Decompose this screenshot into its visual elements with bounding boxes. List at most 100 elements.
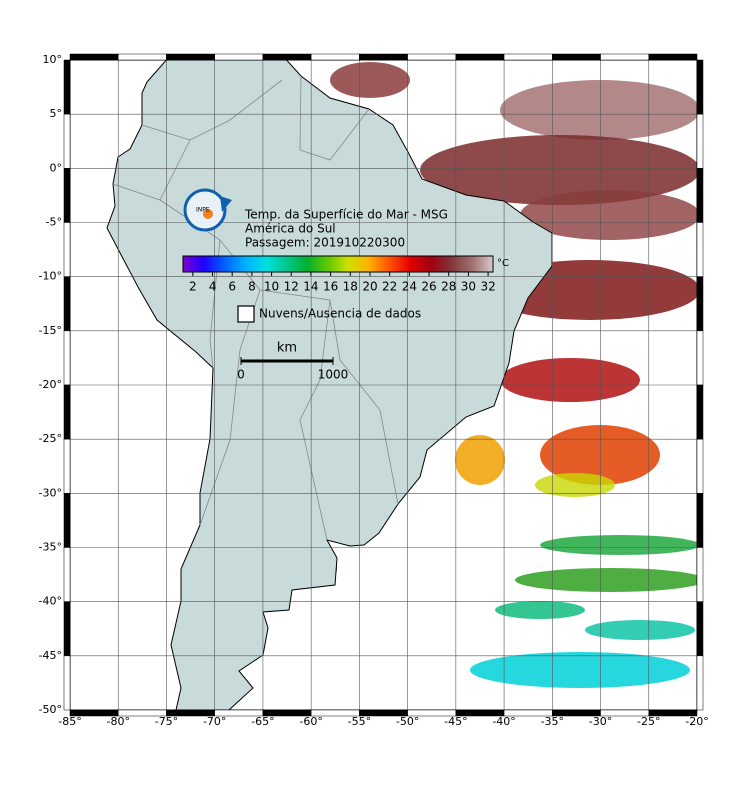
title: Temp. da Superfície do Mar - MSG bbox=[244, 208, 448, 222]
frame-segment bbox=[214, 53, 264, 61]
lon-tick-label: -60° bbox=[299, 715, 322, 728]
frame-segment bbox=[600, 53, 650, 61]
borders bbox=[112, 75, 399, 541]
frame-segment bbox=[63, 601, 71, 657]
colorbar-tick-label: 6 bbox=[228, 280, 236, 294]
lat-tick-label: -50° bbox=[39, 703, 62, 716]
colorbar-tick-label: 18 bbox=[343, 280, 358, 294]
lon-tick-label: -25° bbox=[637, 715, 660, 728]
ticks: -85° -80° -75° -70° -65° -60° -55° -50° -45° -40°… bbox=[39, 53, 709, 728]
scale-tick-label: 0 bbox=[237, 368, 245, 382]
colorbar-tick-label: 4 bbox=[209, 280, 217, 294]
lat-tick-label: -35° bbox=[39, 541, 62, 554]
frame-segment bbox=[696, 655, 704, 711]
map-area bbox=[70, 60, 697, 710]
lat-tick-label: -20° bbox=[39, 378, 62, 391]
lat-tick-label: -25° bbox=[39, 432, 62, 445]
frame-segment bbox=[63, 384, 71, 440]
colorbar-tick-label: 30 bbox=[461, 280, 476, 294]
logo: INPE bbox=[183, 188, 232, 232]
lon-tick-label: -40° bbox=[492, 715, 515, 728]
frame-segment bbox=[63, 547, 71, 602]
lat-tick-label: -5° bbox=[46, 216, 62, 229]
frame-segment bbox=[696, 330, 704, 386]
colorbar-tick-label: 14 bbox=[303, 280, 318, 294]
frame-segment bbox=[63, 438, 71, 494]
colorbar-tick-label: 12 bbox=[284, 280, 299, 294]
subtitle: América do Sul bbox=[245, 222, 336, 236]
logo-text: INPE bbox=[196, 207, 210, 214]
lon-tick-label: -80° bbox=[106, 715, 129, 728]
frame-segment bbox=[63, 655, 71, 711]
frame-segment bbox=[696, 168, 704, 223]
cloud-swatch bbox=[237, 305, 255, 323]
pass-time: Passagem: 201910220300 bbox=[245, 236, 405, 250]
frame-segment bbox=[63, 59, 71, 115]
frame-segment bbox=[503, 53, 553, 61]
frame-segment bbox=[262, 53, 312, 61]
frame-segment bbox=[696, 276, 704, 332]
colorbar-tick-label: 2 bbox=[189, 280, 197, 294]
scale-tick-label: 1000 bbox=[318, 368, 349, 382]
frame-segment bbox=[455, 53, 505, 61]
colorbar-tick-label: 20 bbox=[362, 280, 377, 294]
frame-segment bbox=[63, 222, 71, 277]
lon-tick-label: -50° bbox=[396, 715, 419, 728]
colorbar-tick-label: 26 bbox=[421, 280, 436, 294]
lon-tick-label: -30° bbox=[589, 715, 612, 728]
lat-tick-label: -10° bbox=[39, 270, 62, 283]
frame-segment bbox=[63, 113, 71, 169]
colorbar-ticks: 2 4 6 8 10 12 14 16 18 20 22 24 26 28 30 32 bbox=[189, 272, 496, 294]
colorbar-tick-label: 8 bbox=[248, 280, 256, 294]
frame-segment bbox=[359, 53, 408, 61]
frame-segment bbox=[310, 53, 360, 61]
lat-tick-label: -15° bbox=[39, 324, 62, 337]
lat-tick-label: -40° bbox=[39, 595, 62, 608]
frame-segment bbox=[63, 493, 71, 548]
frame-segment bbox=[63, 168, 71, 223]
lon-tick-label: -55° bbox=[348, 715, 371, 728]
lat-tick-label: 5° bbox=[50, 107, 63, 120]
colorbar-tick-label: 22 bbox=[382, 280, 397, 294]
colorbar-tick-label: 28 bbox=[441, 280, 456, 294]
lat-tick-label: 0° bbox=[50, 161, 63, 174]
lon-tick-label: -20° bbox=[685, 715, 708, 728]
frame-segment bbox=[63, 330, 71, 386]
grid bbox=[70, 60, 697, 710]
colorbar-tick-label: 32 bbox=[480, 280, 495, 294]
frame-segment bbox=[696, 493, 704, 548]
scale-unit: km bbox=[277, 341, 297, 356]
frame-segment bbox=[648, 709, 698, 717]
cloud-legend: Nuvens/Ausencia de dados bbox=[259, 307, 421, 321]
lon-tick-label: -75° bbox=[155, 715, 178, 728]
frame-segment bbox=[696, 384, 704, 440]
frame-segment bbox=[696, 59, 704, 115]
lon-tick-label: -70° bbox=[203, 715, 226, 728]
colorbar-tick-label: 16 bbox=[323, 280, 338, 294]
colorbar-unit: °C bbox=[497, 258, 509, 269]
frame-segment bbox=[696, 601, 704, 657]
colorbar bbox=[182, 255, 494, 273]
lat-tick-label: -30° bbox=[39, 486, 62, 499]
lat-tick-label: -45° bbox=[39, 649, 62, 662]
frame-segment bbox=[117, 53, 167, 61]
colorbar-tick-label: 24 bbox=[402, 280, 417, 294]
frame-segment bbox=[696, 113, 704, 169]
frame-segment bbox=[407, 53, 457, 61]
frame-segment bbox=[696, 438, 704, 494]
colorbar-tick-label: 10 bbox=[264, 280, 279, 294]
scale-ticks: 0 1000 bbox=[237, 357, 348, 382]
lat-tick-label: 10° bbox=[43, 53, 63, 66]
lon-tick-label: -65° bbox=[251, 715, 274, 728]
frame-segment bbox=[648, 53, 698, 61]
frame-segment bbox=[69, 53, 119, 61]
frame-segment bbox=[696, 222, 704, 277]
lon-tick-label: -85° bbox=[58, 715, 81, 728]
frame-segment bbox=[166, 53, 215, 61]
frame-segment bbox=[63, 276, 71, 332]
lon-tick-label: -35° bbox=[541, 715, 564, 728]
lon-tick-label: -45° bbox=[444, 715, 467, 728]
frame-segment bbox=[552, 53, 601, 61]
